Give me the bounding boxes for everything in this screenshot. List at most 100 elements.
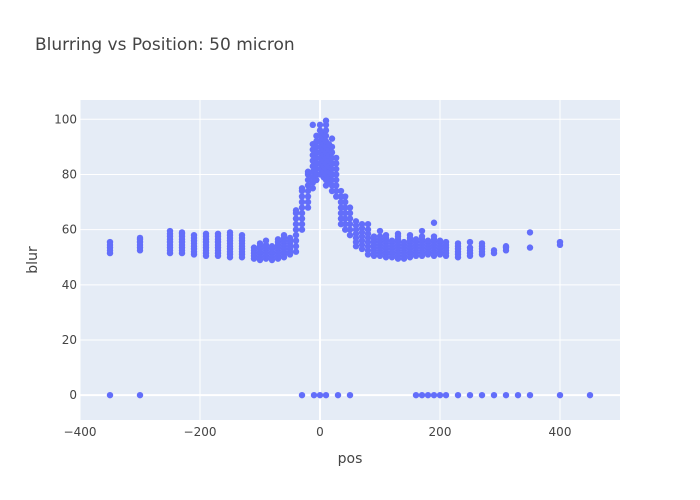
scatter-point: [346, 391, 354, 399]
scatter-point: [256, 240, 264, 247]
x-tick-label: 200: [429, 425, 452, 439]
scatter-point: [298, 220, 306, 228]
scatter-point: [490, 391, 498, 399]
scatter-point: [526, 229, 534, 236]
scatter-point: [424, 391, 432, 399]
scatter-point: [328, 135, 336, 142]
scatter-point: [364, 220, 372, 228]
scatter-point: [202, 230, 210, 237]
scatter-point: [322, 117, 330, 124]
scatter-point: [556, 391, 564, 399]
scatter-point: [352, 218, 360, 225]
scatter-point: [364, 226, 372, 233]
scatter-point: [286, 234, 294, 242]
x-tick-label: 0: [316, 425, 324, 439]
scatter-point: [292, 237, 300, 244]
scatter-point: [412, 236, 420, 243]
scatter-point: [346, 215, 354, 222]
scatter-point: [166, 227, 174, 235]
x-axis-title: pos: [338, 451, 363, 467]
scatter-point: [292, 220, 300, 228]
scatter-point: [490, 247, 498, 254]
y-tick-label: 0: [69, 388, 77, 402]
y-axis-title: blur: [25, 246, 41, 274]
data-points: [106, 117, 594, 399]
scatter-point: [292, 231, 300, 239]
scatter-point: [214, 230, 222, 237]
x-tick-label: 400: [549, 425, 572, 439]
scatter-point: [436, 391, 444, 399]
scatter-point: [430, 233, 438, 240]
scatter-point: [342, 209, 349, 217]
scatter-point: [292, 207, 300, 214]
scatter-point: [430, 219, 438, 226]
scatter-point: [466, 244, 474, 251]
scatter-point: [342, 204, 349, 211]
scatter-point: [346, 209, 354, 217]
scatter-point: [136, 391, 144, 399]
scatter-point: [298, 198, 306, 206]
scatter-point: [298, 209, 306, 217]
y-tick-label: 80: [62, 167, 77, 181]
x-axis-ticks: −400 −200 0 200 400: [64, 425, 572, 439]
x-tick-label: −200: [184, 425, 217, 439]
scatter-point: [586, 391, 594, 399]
scatter-point: [406, 231, 414, 239]
scatter-point: [342, 198, 349, 206]
scatter-point: [268, 243, 276, 250]
scatter-point: [313, 176, 320, 184]
scatter-point: [430, 391, 438, 399]
scatter-point: [292, 215, 300, 222]
scatter-point: [454, 240, 462, 247]
scatter-point: [333, 154, 340, 162]
scatter-point: [526, 391, 534, 399]
scatter-point: [466, 238, 474, 246]
scatter-point: [400, 238, 408, 246]
scatter-point: [298, 185, 306, 192]
scatter-point: [333, 171, 340, 178]
scatter-point: [346, 204, 354, 211]
scatter-point: [346, 220, 354, 228]
scatter-point: [280, 231, 288, 239]
scatter-point: [304, 193, 312, 200]
scatter-point: [333, 176, 340, 184]
scatter-point: [316, 121, 324, 129]
scatter-point: [388, 237, 396, 244]
scatter-point: [478, 240, 486, 247]
scatter-point: [328, 149, 336, 156]
scatter-point: [333, 193, 340, 200]
scatter-point: [106, 391, 114, 399]
scatter-point: [178, 229, 186, 236]
scatter-point: [442, 391, 450, 399]
scatter-point: [298, 391, 306, 399]
scatter-point: [298, 193, 306, 200]
scatter-point: [514, 391, 522, 399]
scatter-point: [412, 391, 420, 399]
scatter-point: [454, 391, 462, 399]
scatter-point: [106, 238, 114, 246]
scatter-point: [322, 127, 330, 134]
scatter-point: [418, 233, 426, 240]
scatter-point: [136, 234, 144, 242]
scatter-point: [342, 215, 349, 222]
scatter-point: [442, 238, 450, 246]
scatter-point: [334, 391, 342, 399]
scatter-point: [556, 238, 564, 246]
scatter-point: [304, 176, 312, 184]
scatter-point: [466, 391, 474, 399]
y-axis-ticks: 0 20 40 60 80 100: [54, 112, 77, 402]
scatter-point: [478, 391, 486, 399]
scatter-point: [376, 227, 384, 235]
scatter-point: [342, 220, 349, 228]
scatter-point: [298, 215, 306, 222]
scatter-point: [337, 187, 345, 195]
x-tick-label: −400: [64, 425, 97, 439]
plot-area: [80, 100, 620, 420]
scatter-point: [394, 230, 402, 237]
y-tick-label: 60: [62, 223, 77, 237]
scatter-point: [370, 233, 378, 240]
scatter-point: [309, 121, 316, 129]
scatter-point: [304, 187, 312, 195]
scatter-point: [298, 204, 306, 211]
